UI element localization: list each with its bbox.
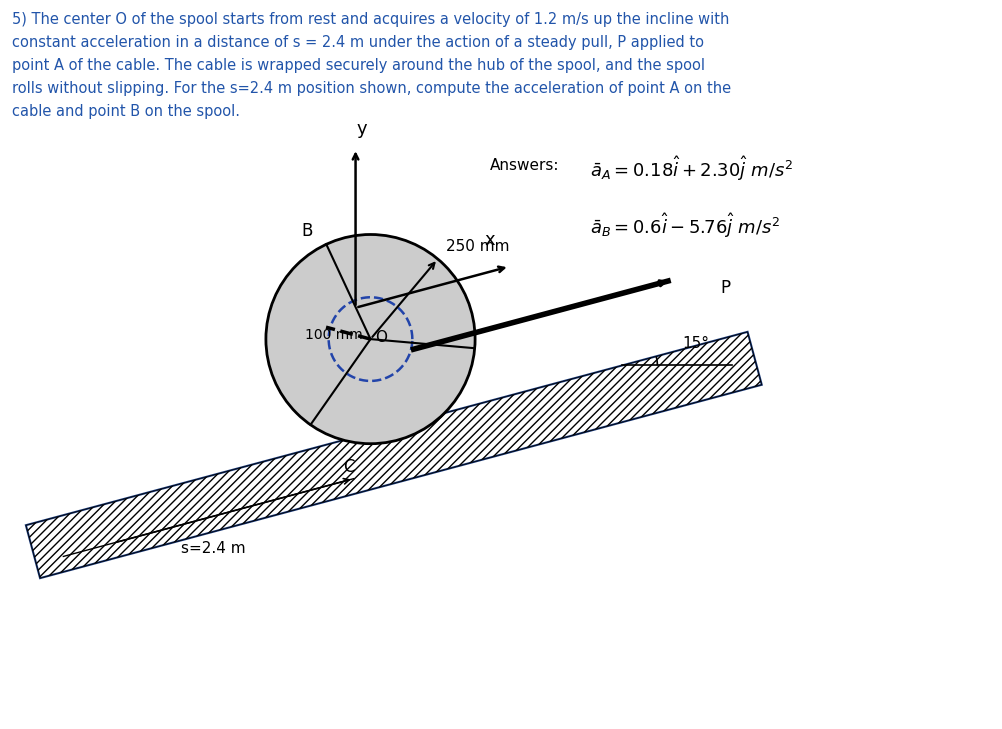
Circle shape (266, 235, 475, 444)
Text: O: O (375, 330, 387, 345)
Text: B: B (301, 222, 312, 241)
Text: 15°: 15° (681, 336, 708, 351)
Text: $\bar{a}_A = 0.18\hat{i} + 2.30\hat{j}\ \mathit{m/s}^2$: $\bar{a}_A = 0.18\hat{i} + 2.30\hat{j}\ … (589, 154, 792, 182)
Text: Answers:: Answers: (490, 157, 559, 173)
Text: C: C (343, 458, 354, 476)
Text: y: y (356, 120, 367, 139)
Text: 100 mm: 100 mm (305, 328, 362, 342)
Text: P: P (719, 279, 729, 297)
Polygon shape (26, 332, 761, 578)
Text: s=2.4 m: s=2.4 m (181, 541, 245, 555)
Text: 5) The center O of the spool starts from rest and acquires a velocity of 1.2 m/s: 5) The center O of the spool starts from… (12, 12, 730, 119)
Text: x: x (484, 230, 494, 249)
Text: 250 mm: 250 mm (445, 239, 509, 254)
Text: $\bar{a}_B = 0.6\hat{i} - 5.76\hat{j}\ \mathit{m/s}^2$: $\bar{a}_B = 0.6\hat{i} - 5.76\hat{j}\ \… (589, 211, 780, 241)
